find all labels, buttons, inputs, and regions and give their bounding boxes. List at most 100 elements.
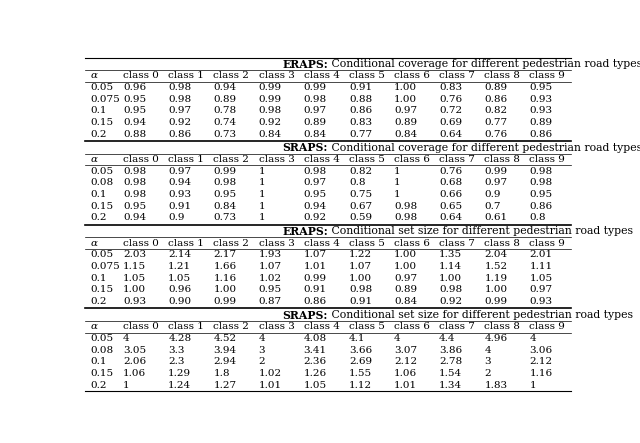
Text: 0.05: 0.05 xyxy=(90,167,113,175)
Text: 1: 1 xyxy=(529,381,536,389)
Text: 0.9: 0.9 xyxy=(484,190,501,199)
Text: 1: 1 xyxy=(259,202,265,210)
Text: 1.02: 1.02 xyxy=(259,274,282,283)
Text: 0.76: 0.76 xyxy=(439,95,462,104)
Text: 0.98: 0.98 xyxy=(168,95,191,104)
Text: 0.05: 0.05 xyxy=(90,83,113,92)
Text: 0.61: 0.61 xyxy=(484,213,508,222)
Text: 1: 1 xyxy=(259,190,265,199)
Text: 2.04: 2.04 xyxy=(484,250,508,259)
Text: 3.66: 3.66 xyxy=(349,346,372,354)
Text: 0.66: 0.66 xyxy=(439,190,462,199)
Text: 0.99: 0.99 xyxy=(304,83,327,92)
Text: class 8: class 8 xyxy=(484,239,520,248)
Text: 4: 4 xyxy=(529,334,536,343)
Text: 0.94: 0.94 xyxy=(304,202,327,210)
Text: 1.00: 1.00 xyxy=(349,274,372,283)
Text: 0.1: 0.1 xyxy=(90,106,107,115)
Text: 0.64: 0.64 xyxy=(439,213,462,222)
Text: 0.84: 0.84 xyxy=(394,297,417,306)
Text: 3: 3 xyxy=(484,357,491,366)
Text: 4: 4 xyxy=(123,334,130,343)
Text: 0.91: 0.91 xyxy=(349,83,372,92)
Text: 0.86: 0.86 xyxy=(168,129,191,139)
Text: 0.99: 0.99 xyxy=(259,95,282,104)
Text: class 6: class 6 xyxy=(394,239,430,248)
Text: 0.98: 0.98 xyxy=(168,83,191,92)
Text: 2.36: 2.36 xyxy=(304,357,327,366)
Text: class 7: class 7 xyxy=(439,322,475,331)
Text: 3.86: 3.86 xyxy=(439,346,462,354)
Text: class 1: class 1 xyxy=(168,155,204,164)
Text: 0.86: 0.86 xyxy=(304,297,327,306)
Text: Conditional coverage for different pedestrian road types: Conditional coverage for different pedes… xyxy=(328,143,640,153)
Text: 0.15: 0.15 xyxy=(90,285,113,294)
Text: 0.97: 0.97 xyxy=(168,106,191,115)
Text: class 4: class 4 xyxy=(304,71,340,80)
Text: 1.02: 1.02 xyxy=(259,369,282,378)
Text: 0.98: 0.98 xyxy=(123,190,146,199)
Text: 0.89: 0.89 xyxy=(304,118,327,127)
Text: 0.98: 0.98 xyxy=(529,178,552,187)
Text: 1.05: 1.05 xyxy=(529,274,552,283)
Text: 1.93: 1.93 xyxy=(259,250,282,259)
Text: 2.01: 2.01 xyxy=(529,250,552,259)
Text: 0.05: 0.05 xyxy=(90,250,113,259)
Text: 0.95: 0.95 xyxy=(123,202,146,210)
Text: 3.94: 3.94 xyxy=(213,346,237,354)
Text: 3.41: 3.41 xyxy=(304,346,327,354)
Text: class 6: class 6 xyxy=(394,155,430,164)
Text: class 9: class 9 xyxy=(529,239,565,248)
Text: 0.94: 0.94 xyxy=(123,118,146,127)
Text: 0.91: 0.91 xyxy=(349,297,372,306)
Text: class 3: class 3 xyxy=(259,155,294,164)
Text: 0.98: 0.98 xyxy=(394,213,417,222)
Text: 1.00: 1.00 xyxy=(394,250,417,259)
Text: 0.78: 0.78 xyxy=(213,106,237,115)
Text: class 7: class 7 xyxy=(439,71,475,80)
Text: α: α xyxy=(90,71,97,80)
Text: class 0: class 0 xyxy=(123,71,159,80)
Text: 0.98: 0.98 xyxy=(259,106,282,115)
Text: 1.21: 1.21 xyxy=(168,262,191,271)
Text: 0.92: 0.92 xyxy=(168,118,191,127)
Text: α: α xyxy=(90,155,97,164)
Text: 1.52: 1.52 xyxy=(484,262,508,271)
Text: 3.3: 3.3 xyxy=(168,346,185,354)
Text: 1.11: 1.11 xyxy=(529,262,552,271)
Text: 2.12: 2.12 xyxy=(394,357,417,366)
Text: 4.28: 4.28 xyxy=(168,334,191,343)
Text: class 9: class 9 xyxy=(529,322,565,331)
Text: 0.98: 0.98 xyxy=(439,285,462,294)
Text: 0.7: 0.7 xyxy=(484,202,501,210)
Text: 0.15: 0.15 xyxy=(90,369,113,378)
Text: 0.97: 0.97 xyxy=(394,106,417,115)
Text: 1: 1 xyxy=(259,213,265,222)
Text: 0.9: 0.9 xyxy=(168,213,185,222)
Text: ERAPS:: ERAPS: xyxy=(282,226,328,237)
Text: 1.14: 1.14 xyxy=(439,262,462,271)
Text: 2: 2 xyxy=(259,357,265,366)
Text: class 1: class 1 xyxy=(168,239,204,248)
Text: 0.83: 0.83 xyxy=(349,118,372,127)
Text: 0.68: 0.68 xyxy=(439,178,462,187)
Text: 4.4: 4.4 xyxy=(439,334,456,343)
Text: 1.00: 1.00 xyxy=(484,285,508,294)
Text: 0.86: 0.86 xyxy=(349,106,372,115)
Text: 0.075: 0.075 xyxy=(90,262,120,271)
Text: 1.16: 1.16 xyxy=(529,369,552,378)
Text: 0.2: 0.2 xyxy=(90,129,107,139)
Text: 0.82: 0.82 xyxy=(484,106,508,115)
Text: class 0: class 0 xyxy=(123,239,159,248)
Text: 0.99: 0.99 xyxy=(259,83,282,92)
Text: 0.95: 0.95 xyxy=(529,83,552,92)
Text: class 7: class 7 xyxy=(439,239,475,248)
Text: 0.2: 0.2 xyxy=(90,213,107,222)
Text: 2.17: 2.17 xyxy=(213,250,237,259)
Text: 0.84: 0.84 xyxy=(304,129,327,139)
Text: class 3: class 3 xyxy=(259,322,294,331)
Text: 1: 1 xyxy=(259,178,265,187)
Text: 1.34: 1.34 xyxy=(439,381,462,389)
Text: 0.86: 0.86 xyxy=(484,95,508,104)
Text: 4.52: 4.52 xyxy=(213,334,237,343)
